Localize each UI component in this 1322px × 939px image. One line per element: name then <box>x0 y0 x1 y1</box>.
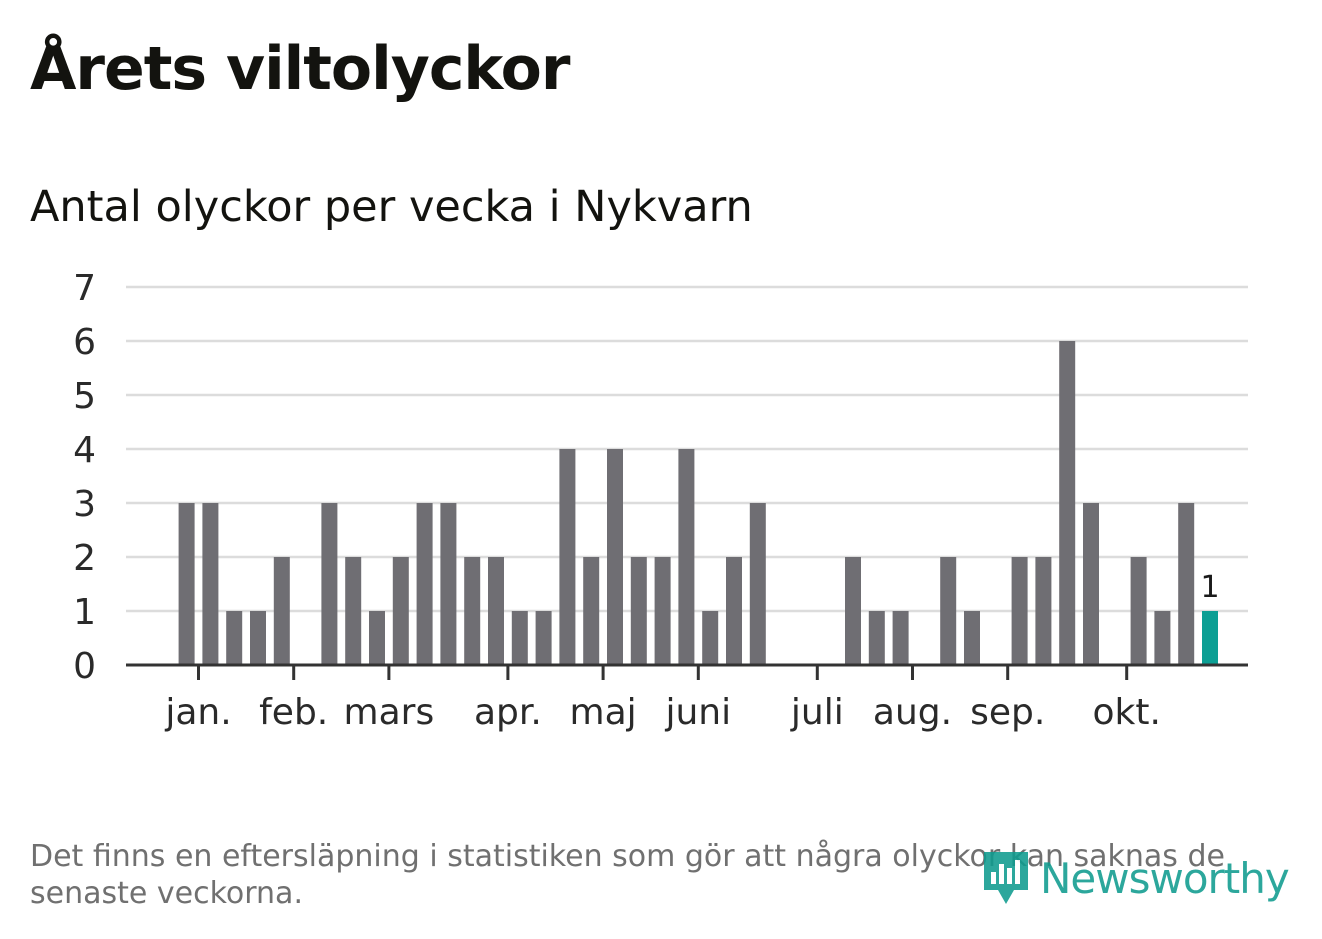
x-tick-label: aug. <box>873 692 952 733</box>
x-tick-label: juni <box>664 692 731 733</box>
bar <box>178 503 195 665</box>
x-axis-ticks: jan. feb. mars apr. maj juni juli aug. sep. okt. <box>164 665 1161 733</box>
data-labels: 1 <box>1200 570 1219 605</box>
bar <box>202 503 219 665</box>
x-tick-label: apr. <box>474 692 542 733</box>
brand-name: Newsworthy <box>1040 853 1290 903</box>
bar <box>940 557 957 665</box>
bar <box>488 557 504 665</box>
bar <box>678 449 695 665</box>
bar <box>845 557 861 665</box>
bar <box>535 611 552 665</box>
bars <box>178 341 1218 665</box>
x-tick-label: sep. <box>970 692 1045 733</box>
bar <box>416 503 433 665</box>
y-tick-label: 7 <box>73 268 96 309</box>
y-tick-label: 2 <box>73 538 96 579</box>
bar <box>392 557 409 665</box>
bar <box>1083 503 1099 665</box>
bar <box>369 611 385 665</box>
chart-title: Årets viltolyckor <box>30 34 570 104</box>
bar <box>226 611 243 665</box>
y-tick-label: 3 <box>73 484 96 525</box>
bar <box>273 557 290 665</box>
bar <box>345 557 362 665</box>
x-tick-label: mars <box>344 692 435 733</box>
bar <box>583 557 600 665</box>
bar <box>868 611 885 665</box>
y-axis-ticks: 0 1 2 3 4 5 6 7 <box>73 268 96 687</box>
bar <box>464 557 481 665</box>
bar <box>607 449 623 665</box>
bar <box>1035 557 1052 665</box>
chart-subtitle: Antal olyckor per vecka i Nykvarn <box>30 182 753 232</box>
bar <box>654 557 671 665</box>
bar <box>630 557 647 665</box>
bar <box>1011 557 1028 665</box>
bar <box>1130 557 1147 665</box>
highlight-data-label: 1 <box>1200 570 1219 605</box>
bar <box>1154 611 1171 665</box>
x-tick-label: maj <box>570 692 637 733</box>
bar-highlight <box>1202 611 1218 665</box>
x-tick-label: jan. <box>164 692 231 733</box>
bar-chart: 0 1 2 3 4 5 6 7 jan. feb. mars apr. maj juni juli aug.… <box>73 268 1248 733</box>
x-tick-label: juli <box>790 692 844 733</box>
bar <box>511 611 528 665</box>
bar <box>726 557 742 665</box>
bar <box>559 449 576 665</box>
bar <box>1059 341 1076 665</box>
y-tick-label: 0 <box>73 646 96 687</box>
bar <box>702 611 719 665</box>
y-tick-label: 5 <box>73 376 96 417</box>
y-tick-label: 4 <box>73 430 96 471</box>
bar <box>892 611 909 665</box>
bar <box>1178 503 1195 665</box>
x-tick-label: okt. <box>1092 692 1160 733</box>
bar <box>321 503 338 665</box>
bar <box>964 611 980 665</box>
y-tick-label: 1 <box>73 592 96 633</box>
bar <box>440 503 457 665</box>
x-tick-label: feb. <box>259 692 328 733</box>
brand-logo: Newsworthy <box>980 848 1290 908</box>
bar <box>749 503 766 665</box>
bar <box>250 611 266 665</box>
y-tick-label: 6 <box>73 322 96 363</box>
bar-chart-speech-bubble-icon <box>984 852 1028 904</box>
